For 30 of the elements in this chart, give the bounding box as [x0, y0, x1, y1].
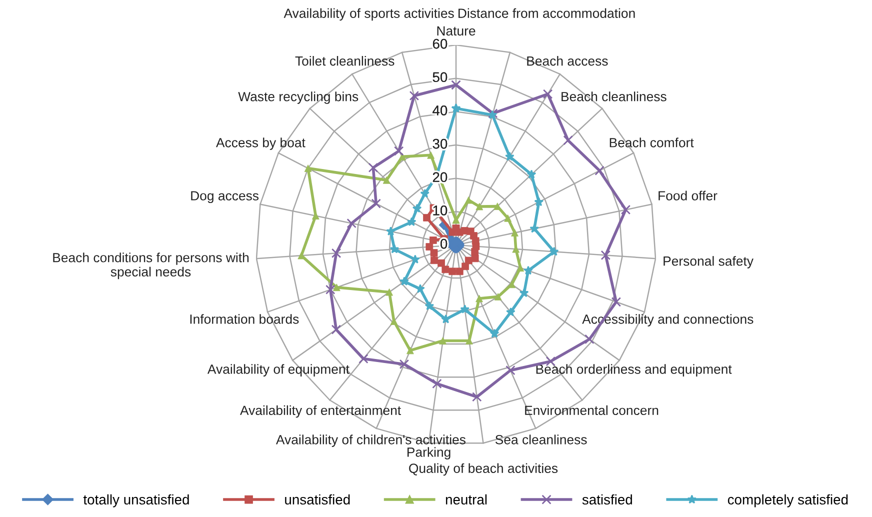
spoke-label: Beach orderliness and equipment — [536, 364, 732, 376]
spoke-label: Dog access — [191, 191, 259, 204]
spoke-label: Distance from accommodation — [458, 8, 635, 18]
y-tick-label: 40 — [432, 106, 448, 116]
legend-label: totally unsatisfied — [83, 494, 189, 508]
spoke-label: Parking — [407, 447, 450, 460]
spoke-label: Beach comfort — [610, 138, 694, 148]
spoke-label: Toilet cleanliness — [295, 56, 394, 66]
spoke-label: Availability of equipment — [207, 364, 350, 376]
legend-label: neutral — [446, 494, 487, 505]
y-tick-label: 50 — [432, 72, 448, 82]
legend-label: completely satisfied — [728, 494, 848, 508]
spoke-label: Environmental concern — [525, 405, 658, 416]
spoke-label: Sea cleanliness — [495, 434, 587, 444]
spoke-label: Availability of children's activities — [276, 434, 466, 447]
spoke-label: Beach conditions for persons with special needs — [53, 252, 249, 280]
spoke-label: Availability of sports activities — [284, 8, 454, 21]
legend-label: unsatisfied — [285, 494, 350, 505]
y-tick-label: 60 — [432, 38, 448, 49]
spoke-label: Access by boat — [216, 138, 306, 150]
spoke-label: Personal safety — [664, 256, 754, 268]
spoke-label: Beach cleanliness — [562, 92, 666, 102]
spoke-label: Food offer — [658, 190, 718, 200]
spoke-label: Availability of entertainment — [240, 405, 401, 418]
spoke-label: Nature — [437, 26, 476, 36]
spoke-label: Quality of beach activities — [409, 463, 558, 476]
legend-label: satisfied — [582, 494, 632, 505]
spoke-label: Information boards — [190, 314, 299, 324]
spoke-label: Beach access — [527, 56, 608, 66]
spoke-label: Waste recycling bins — [238, 92, 358, 104]
